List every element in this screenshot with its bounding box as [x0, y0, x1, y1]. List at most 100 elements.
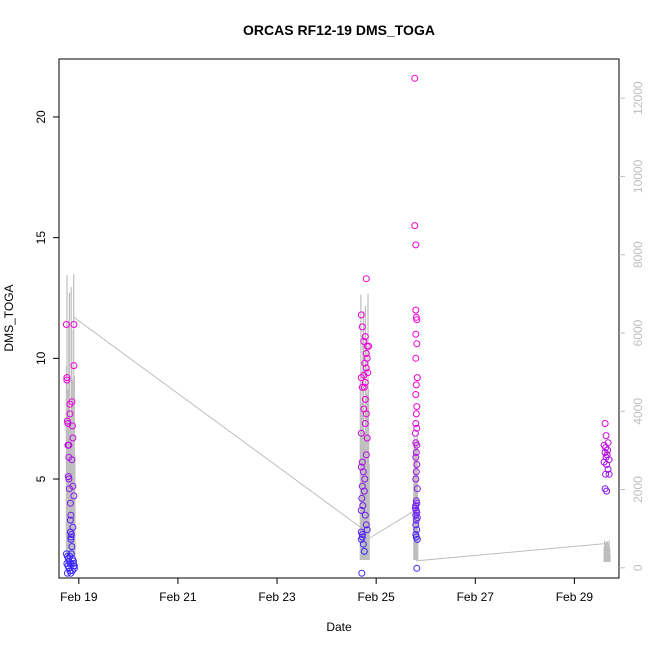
data-point — [69, 434, 77, 442]
data-point — [362, 451, 370, 459]
data-point — [361, 333, 369, 341]
data-point — [360, 487, 368, 495]
y-tick-label: 10 — [34, 351, 48, 365]
y-axis: 5 10 15 20 — [34, 110, 59, 482]
data-point — [411, 222, 419, 230]
data-point — [68, 543, 76, 551]
data-point — [413, 403, 421, 411]
data-point — [603, 461, 611, 468]
y2-tick-label: 12000 — [631, 81, 645, 115]
data-point — [66, 410, 74, 418]
data-point — [358, 494, 366, 502]
data-point — [412, 516, 420, 524]
plot-frame — [58, 58, 620, 579]
data-point — [359, 540, 367, 548]
data-point — [361, 359, 369, 367]
data-point — [413, 441, 421, 449]
data-point — [412, 453, 420, 461]
y-axis-label: DMS_TOGA — [2, 284, 16, 351]
data-point — [361, 420, 369, 427]
data-point — [411, 429, 419, 437]
data-point — [67, 531, 75, 538]
x-tick-label: Feb 27 — [457, 590, 495, 604]
data-point — [362, 364, 370, 372]
data-point — [359, 468, 367, 476]
x-axis-label: Date — [326, 620, 352, 634]
points-layer — [62, 74, 613, 577]
data-point — [65, 441, 73, 449]
data-point — [412, 475, 420, 483]
data-point — [412, 531, 420, 538]
data-point — [358, 323, 366, 331]
data-point — [362, 275, 370, 283]
data-point — [357, 506, 365, 514]
data-point — [411, 74, 419, 82]
data-point — [412, 330, 420, 338]
y2-tick-label: 8000 — [631, 241, 645, 268]
data-point — [66, 560, 74, 567]
data-point — [67, 550, 75, 558]
y2-tick-label: 2000 — [631, 476, 645, 503]
data-point — [363, 434, 371, 442]
data-point — [68, 456, 76, 464]
data-point — [413, 485, 421, 493]
y-tick-label: 15 — [34, 231, 48, 245]
data-point — [412, 381, 420, 389]
y-tick-label: 20 — [34, 110, 48, 124]
data-point — [413, 316, 421, 324]
data-point — [360, 383, 368, 391]
y2-axis: 0 2000 4000 6000 8000 10000 12000 — [619, 81, 645, 571]
data-point — [362, 350, 370, 357]
data-point — [360, 547, 368, 555]
data-point — [365, 342, 373, 350]
data-point — [62, 321, 70, 328]
x-axis: Feb 19 Feb 21 Feb 23 Feb 25 Feb 27 Feb 29 — [60, 578, 593, 604]
data-point — [69, 523, 77, 531]
data-point — [360, 371, 368, 379]
data-point — [359, 502, 367, 510]
data-point — [361, 475, 369, 483]
chart-title: ORCAS RF12-19 DMS_TOGA — [243, 22, 435, 38]
y-tick-label: 5 — [34, 475, 48, 482]
data-point — [358, 458, 366, 466]
y2-tick-label: 4000 — [631, 398, 645, 425]
data-point — [358, 569, 366, 577]
data-point — [70, 362, 78, 370]
data-point — [413, 526, 421, 534]
data-point — [357, 311, 365, 319]
data-point — [413, 424, 421, 432]
data-point — [412, 241, 420, 249]
data-point — [63, 569, 71, 577]
y2-tick-label: 0 — [631, 564, 645, 571]
data-point — [602, 432, 610, 440]
data-point — [68, 398, 76, 406]
data-point — [66, 499, 74, 507]
data-point — [412, 449, 420, 456]
data-point — [63, 374, 71, 382]
data-point — [66, 516, 74, 524]
x-tick-label: Feb 29 — [556, 590, 594, 604]
data-point — [69, 482, 77, 490]
data-point — [361, 395, 369, 403]
data-point — [412, 420, 420, 427]
data-point — [605, 470, 613, 478]
data-point — [68, 422, 76, 430]
x-tick-label: Feb 19 — [60, 590, 98, 604]
data-point — [67, 511, 75, 519]
data-point — [601, 420, 609, 427]
data-point — [358, 533, 366, 541]
data-point — [63, 376, 71, 384]
data-point — [412, 354, 420, 362]
data-point — [362, 521, 370, 529]
data-point — [70, 321, 78, 328]
data-point — [357, 429, 365, 437]
data-point — [412, 410, 420, 418]
data-point — [413, 340, 421, 348]
data-point — [602, 470, 610, 478]
data-point — [65, 475, 73, 483]
data-point — [67, 533, 75, 541]
y2-tick-label: 6000 — [631, 319, 645, 346]
x-tick-label: Feb 25 — [357, 590, 395, 604]
data-point — [413, 461, 421, 468]
